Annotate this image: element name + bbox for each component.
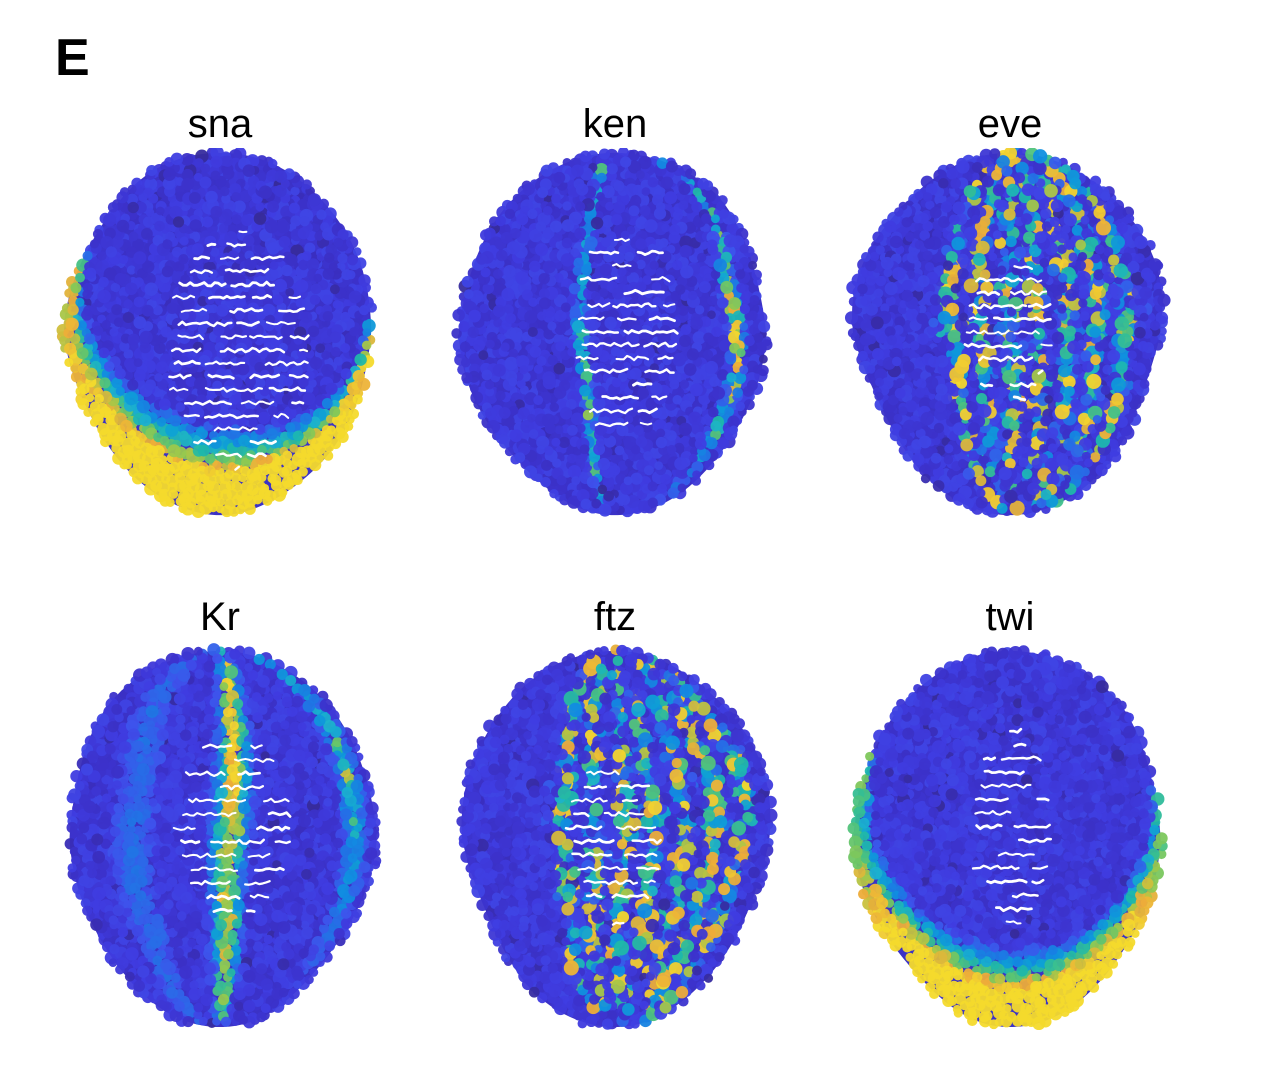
embryo-dot-map — [420, 148, 810, 548]
embryo-panel: twi — [815, 593, 1205, 1041]
embryo-panel: ken — [420, 100, 810, 548]
gene-label: ftz — [593, 595, 637, 639]
gene-label: ken — [582, 102, 648, 146]
embryo-panel: ftz — [420, 593, 810, 1041]
embryo-dot-map — [815, 641, 1205, 1041]
embryo-panel: Kr — [25, 593, 415, 1041]
embryo-dot-map — [815, 148, 1205, 548]
gene-label: eve — [977, 102, 1043, 146]
gene-label: twi — [985, 595, 1035, 639]
gene-label: Kr — [200, 595, 240, 639]
figure-panel-label: E — [55, 29, 90, 87]
embryo-panel: eve — [815, 100, 1205, 548]
embryo-dot-map — [25, 641, 415, 1041]
embryo-panel: sna — [25, 100, 415, 548]
embryo-dot-map — [420, 641, 810, 1041]
embryo-dot-map — [25, 148, 415, 548]
gene-label: sna — [187, 102, 253, 146]
